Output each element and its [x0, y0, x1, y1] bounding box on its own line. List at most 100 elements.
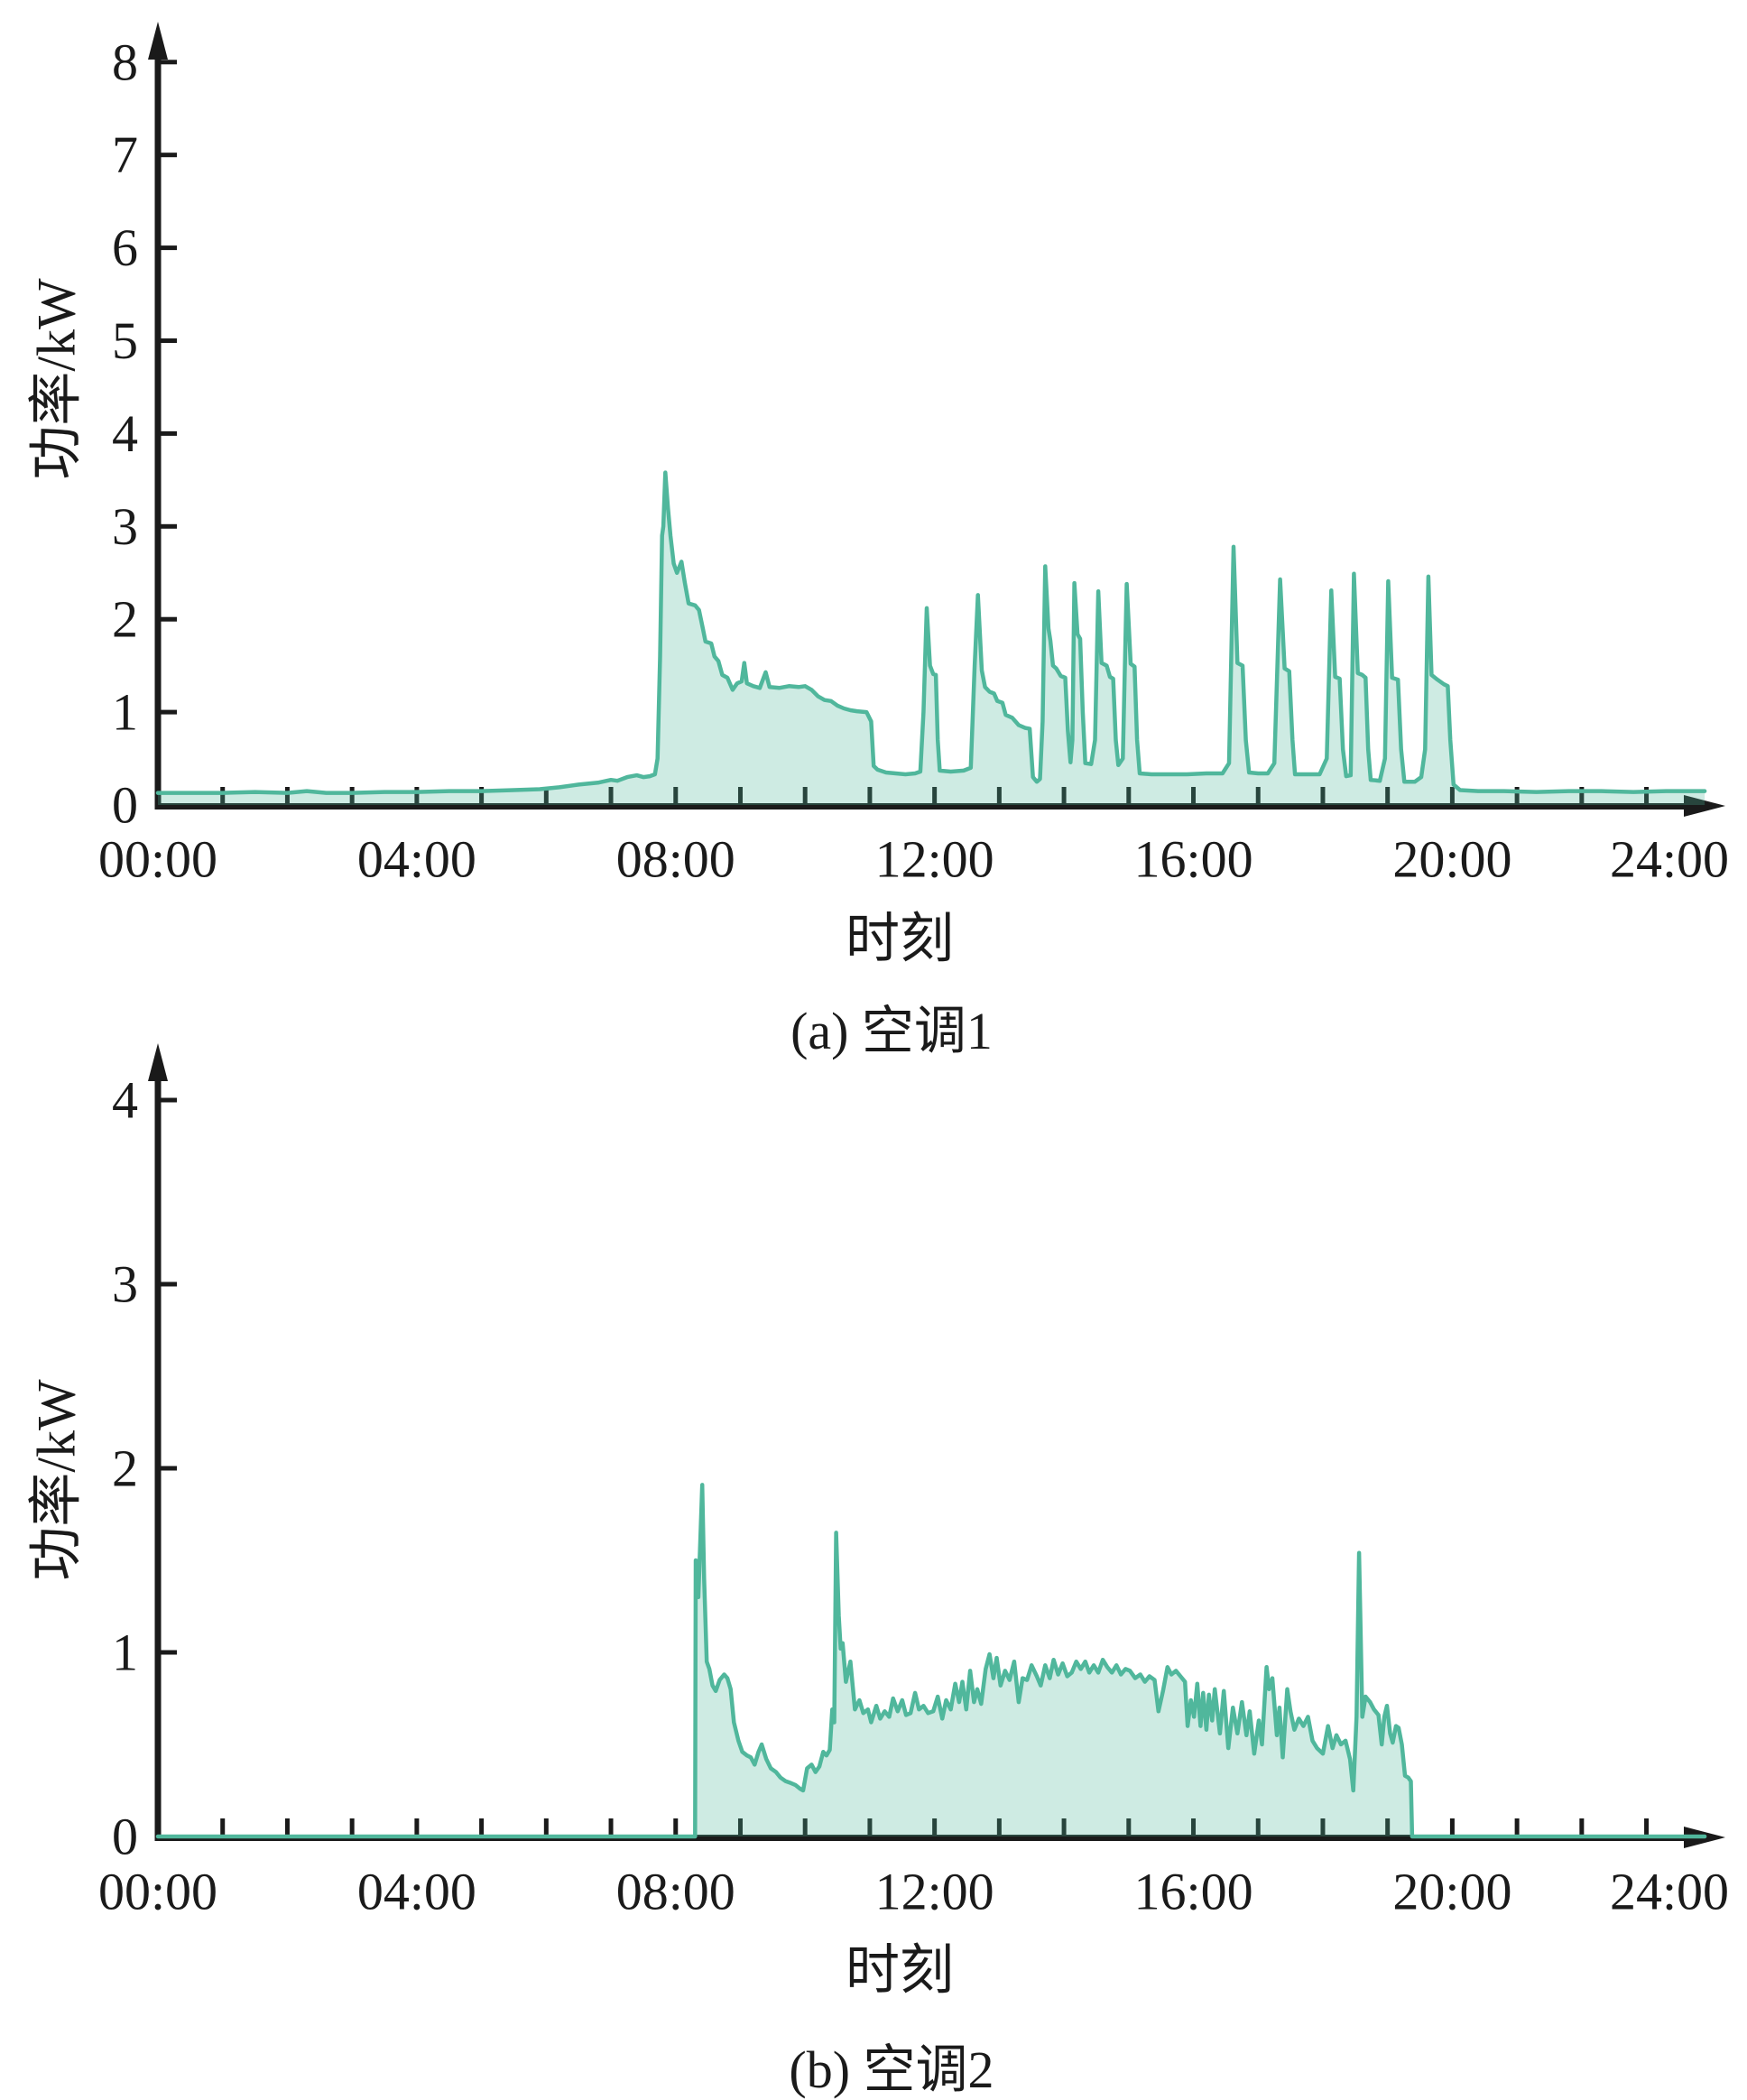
chart-a-y-axis-arrowhead — [148, 22, 168, 60]
chart-b-x-tick — [543, 1818, 549, 1836]
chart-b-y-tick — [161, 1466, 177, 1471]
chart-b-x-tick — [1320, 1818, 1326, 1836]
chart-b-x-tick-label: 24:00 — [1610, 1863, 1729, 1921]
chart-b-x-tick — [349, 1818, 355, 1836]
chart-a-x-tick — [932, 787, 938, 805]
chart-a-y-tick — [161, 153, 177, 158]
chart-a-y-tick — [161, 523, 177, 529]
chart-b-y-tick — [161, 1650, 177, 1655]
chart-b-x-tick-label: 00:00 — [98, 1863, 217, 1921]
chart-b-x-tick — [737, 1818, 743, 1836]
chart-b-x-tick — [1514, 1818, 1520, 1836]
chart-a-x-tick — [1061, 787, 1067, 805]
chart-a-x-tick — [996, 787, 1002, 805]
chart-b-x-tick — [1644, 1818, 1650, 1836]
chart-a-y-tick-label: 6 — [112, 218, 138, 277]
chart-a-x-tick — [1449, 787, 1455, 805]
chart-a-x-tick — [1320, 787, 1326, 805]
chart-a-y-tick-label: 0 — [112, 776, 138, 835]
chart-a-y-tick-label: 2 — [112, 590, 138, 649]
chart-b-y-tick-label: 0 — [112, 1808, 138, 1866]
chart-a-x-tick — [673, 787, 679, 805]
chart-a-y-tick — [161, 245, 177, 251]
chart-a-x-tick — [802, 787, 808, 805]
chart-a-y-tick-label: 8 — [112, 32, 138, 91]
chart-b-y-tick-label: 1 — [112, 1624, 138, 1682]
chart-a-y-axis-label: 功率/kW — [26, 278, 87, 480]
chart-b-x-tick — [1191, 1818, 1197, 1836]
chart-b-x-tick-label: 16:00 — [1133, 1863, 1252, 1921]
chart-a-area-line — [155, 470, 1707, 795]
chart-b-x-tick — [867, 1818, 873, 1836]
chart-b-x-tick — [1061, 1818, 1067, 1836]
chart-b-x-tick — [284, 1818, 290, 1836]
chart-b-y-tick-label: 4 — [112, 1071, 138, 1130]
chart-b-x-tick — [608, 1818, 614, 1836]
chart-b-x-tick-label: 08:00 — [616, 1863, 735, 1921]
chart-b-x-tick — [996, 1818, 1002, 1836]
chart-a-x-axis — [154, 803, 1686, 809]
chart-a-y-tick-label: 7 — [112, 125, 138, 184]
chart-b-x-axis — [154, 1835, 1686, 1841]
chart-b-x-tick — [932, 1818, 938, 1836]
chart-a-y-tick-label: 5 — [112, 311, 138, 370]
chart-b-y-axis-label: 功率/kW — [26, 1379, 87, 1581]
chart-b-x-axis-label: 时刻 — [846, 1940, 954, 2001]
chart-a-y-tick — [161, 430, 177, 436]
chart-a-x-tick — [1255, 787, 1261, 805]
chart-a-x-tick — [284, 787, 290, 805]
chart-a-x-tick — [543, 787, 549, 805]
chart-a-x-tick — [479, 787, 485, 805]
chart-a-x-tick — [867, 787, 873, 805]
chart-b-x-tick — [802, 1818, 808, 1836]
chart-b-x-tick — [1126, 1818, 1132, 1836]
chart-a-x-tick — [349, 787, 355, 805]
chart-b-x-tick-label: 20:00 — [1392, 1863, 1511, 1921]
chart-a-x-axis-arrowhead — [1684, 795, 1725, 817]
chart-a-x-tick-label: 16:00 — [1133, 830, 1252, 889]
chart-a-x-tick — [1385, 787, 1391, 805]
chart-a-y-tick — [161, 709, 177, 715]
chart-b-x-tick — [1255, 1818, 1261, 1836]
chart-b-x-tick — [673, 1818, 679, 1836]
chart-a-x-tick — [1191, 787, 1197, 805]
chart-a-x-tick-label: 00:00 — [98, 830, 217, 889]
chart-b-x-tick — [220, 1818, 226, 1836]
chart-b-x-tick — [1385, 1818, 1391, 1836]
chart-b-x-tick — [1449, 1818, 1455, 1836]
chart-a-y-tick — [161, 338, 177, 343]
chart-a-x-tick-label: 08:00 — [616, 830, 735, 889]
chart-a-x-axis-label: 时刻 — [846, 909, 954, 969]
chart-b-x-tick — [479, 1818, 485, 1836]
chart-a-x-tick — [737, 787, 743, 805]
chart-b-y-tick-label: 3 — [112, 1255, 138, 1314]
chart-a-area-fill — [158, 472, 1705, 805]
chart-a-y-axis — [154, 60, 162, 809]
chart-b-y-axis — [154, 1081, 162, 1841]
chart-a-x-tick — [414, 787, 420, 805]
chart-b-x-tick — [414, 1818, 420, 1836]
chart-b-x-tick-label: 04:00 — [357, 1863, 476, 1921]
chart-b-y-tick — [161, 1097, 177, 1103]
chart-a-x-tick-label: 04:00 — [357, 830, 476, 889]
chart-b-x-tick — [1579, 1818, 1585, 1836]
chart-a-y-tick-label: 4 — [112, 404, 138, 463]
chart-a-x-tick — [1644, 787, 1650, 805]
chart-a-x-tick-label: 20:00 — [1392, 830, 1511, 889]
chart-b-caption: (b) 空调2 — [789, 2040, 994, 2099]
chart-a-x-tick — [220, 787, 226, 805]
chart-a-x-tick — [608, 787, 614, 805]
chart-a-y-tick-label: 1 — [112, 683, 138, 742]
chart-a-x-tick-label: 24:00 — [1610, 830, 1729, 889]
chart-b-y-tick — [161, 1281, 177, 1287]
chart-a-x-tick-label: 12:00 — [875, 830, 994, 889]
chart-b-y-tick-label: 2 — [112, 1439, 138, 1498]
chart-b-y-axis-arrowhead — [148, 1043, 168, 1081]
chart-b-area-fill — [158, 1485, 1705, 1836]
chart-b-x-tick-label: 12:00 — [875, 1863, 994, 1921]
chart-b-area-line — [155, 1483, 1707, 1839]
chart-a-caption: (a) 空调1 — [790, 1002, 993, 1060]
chart-a-y-tick — [161, 60, 177, 65]
